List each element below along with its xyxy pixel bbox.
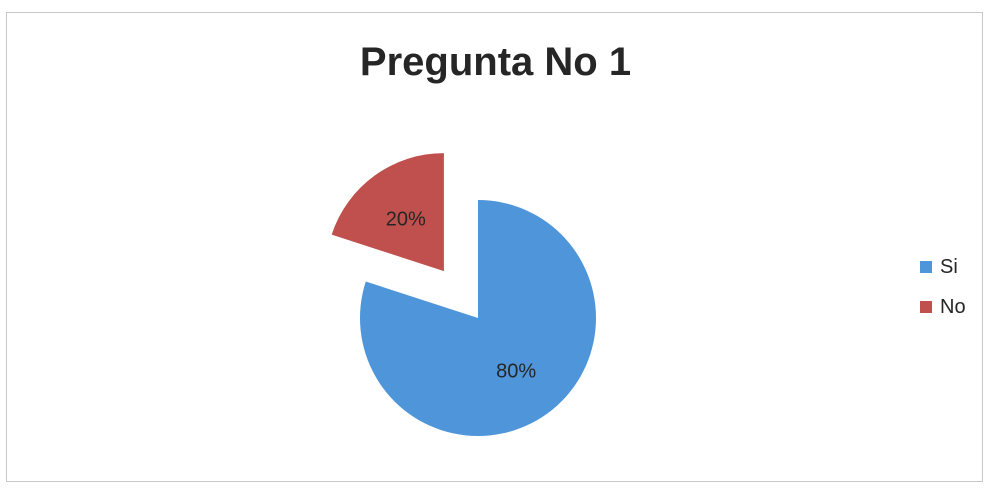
data-label-si: 80% <box>496 361 536 383</box>
pie-slice-no <box>331 153 444 272</box>
legend-item-si: Si <box>920 255 966 279</box>
legend-label-si: Si <box>940 255 958 278</box>
data-label-no: 20% <box>386 209 426 231</box>
legend-swatch-si <box>920 261 932 273</box>
legend-item-no: No <box>920 295 966 319</box>
legend-label-no: No <box>940 295 966 318</box>
legend-swatch-no <box>920 301 932 313</box>
chart-title: Pregunta No 1 <box>359 40 632 84</box>
legend: Si No <box>920 255 966 335</box>
pie-slice-si <box>359 200 596 436</box>
